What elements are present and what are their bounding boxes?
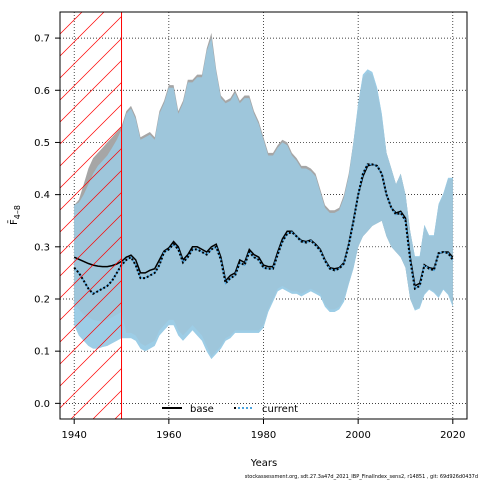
- legend-current-label: current: [262, 404, 298, 415]
- y-tick-label: 0.6: [34, 86, 50, 97]
- x-tick-label: 1980: [251, 430, 276, 441]
- y-axis-title-sub: 4–8: [13, 205, 22, 219]
- x-tick-label: 1940: [61, 430, 86, 441]
- confidence-bands: [74, 32, 453, 359]
- hatch-line: [60, 191, 122, 255]
- y-tick-label: 0.1: [34, 347, 50, 358]
- x-tick-label: 1960: [156, 430, 181, 441]
- y-tick-label: 0.4: [34, 190, 50, 201]
- hatch-lines: [60, 12, 480, 419]
- y-tick-label: 0.7: [34, 34, 50, 45]
- y-tick-label: 0.3: [34, 242, 50, 253]
- current-line: [73, 163, 454, 296]
- band-overlap: [74, 38, 453, 359]
- y-tick-label: 0.5: [34, 138, 50, 149]
- series-lines: [73, 163, 454, 296]
- hatch-line: [60, 213, 122, 277]
- current-line-dots: [73, 163, 454, 295]
- y-axis-title: F̄4–8: [7, 205, 22, 225]
- x-tick-label: 2000: [345, 430, 370, 441]
- y-tick-label: 0.0: [34, 399, 50, 410]
- hatch-line: [60, 345, 122, 409]
- hatch-line: [60, 37, 122, 101]
- hatch-line: [60, 12, 61, 13]
- hatch-line: [60, 169, 122, 233]
- x-tick-label: 2020: [440, 430, 465, 441]
- footer-source: stockassessment.org, sdt.27.3a47d_2021_I…: [245, 474, 478, 480]
- x-axis-title: Years: [250, 458, 277, 469]
- y-tick-label: 0.2: [34, 294, 50, 305]
- hatch-line: [60, 301, 122, 365]
- x-axis: 1940 1960 1980 2000 2020: [61, 419, 466, 441]
- y-axis: 0.0 0.1 0.2 0.3 0.4 0.5 0.6 0.7: [34, 34, 60, 410]
- legend: base current: [162, 404, 298, 415]
- y-axis-title-main: F̄: [7, 219, 20, 225]
- hatch-line: [467, 12, 480, 419]
- legend-base-label: base: [190, 404, 214, 415]
- y-axis-title-group: F̄4–8: [7, 205, 22, 225]
- hatch-line: [60, 323, 122, 387]
- hatch-line: [60, 59, 122, 123]
